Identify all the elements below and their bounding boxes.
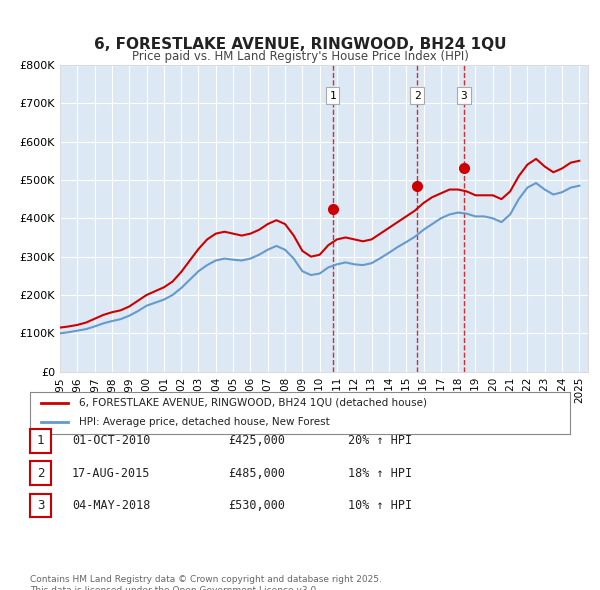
Text: 2: 2 [414, 91, 421, 100]
Text: 10% ↑ HPI: 10% ↑ HPI [348, 499, 412, 512]
Text: 6, FORESTLAKE AVENUE, RINGWOOD, BH24 1QU: 6, FORESTLAKE AVENUE, RINGWOOD, BH24 1QU [94, 37, 506, 52]
Text: 18% ↑ HPI: 18% ↑ HPI [348, 467, 412, 480]
Text: £485,000: £485,000 [228, 467, 285, 480]
Text: £530,000: £530,000 [228, 499, 285, 512]
Text: 01-OCT-2010: 01-OCT-2010 [72, 434, 151, 447]
Text: 6, FORESTLAKE AVENUE, RINGWOOD, BH24 1QU (detached house): 6, FORESTLAKE AVENUE, RINGWOOD, BH24 1QU… [79, 398, 427, 408]
Text: £425,000: £425,000 [228, 434, 285, 447]
Text: 17-AUG-2015: 17-AUG-2015 [72, 467, 151, 480]
Text: HPI: Average price, detached house, New Forest: HPI: Average price, detached house, New … [79, 417, 329, 427]
Text: Price paid vs. HM Land Registry's House Price Index (HPI): Price paid vs. HM Land Registry's House … [131, 50, 469, 63]
Text: 04-MAY-2018: 04-MAY-2018 [72, 499, 151, 512]
Text: 1: 1 [329, 91, 336, 100]
Text: 3: 3 [461, 91, 467, 100]
Text: Contains HM Land Registry data © Crown copyright and database right 2025.
This d: Contains HM Land Registry data © Crown c… [30, 575, 382, 590]
Text: 1: 1 [37, 434, 44, 447]
Text: 20% ↑ HPI: 20% ↑ HPI [348, 434, 412, 447]
Text: 2: 2 [37, 467, 44, 480]
Text: 3: 3 [37, 499, 44, 512]
